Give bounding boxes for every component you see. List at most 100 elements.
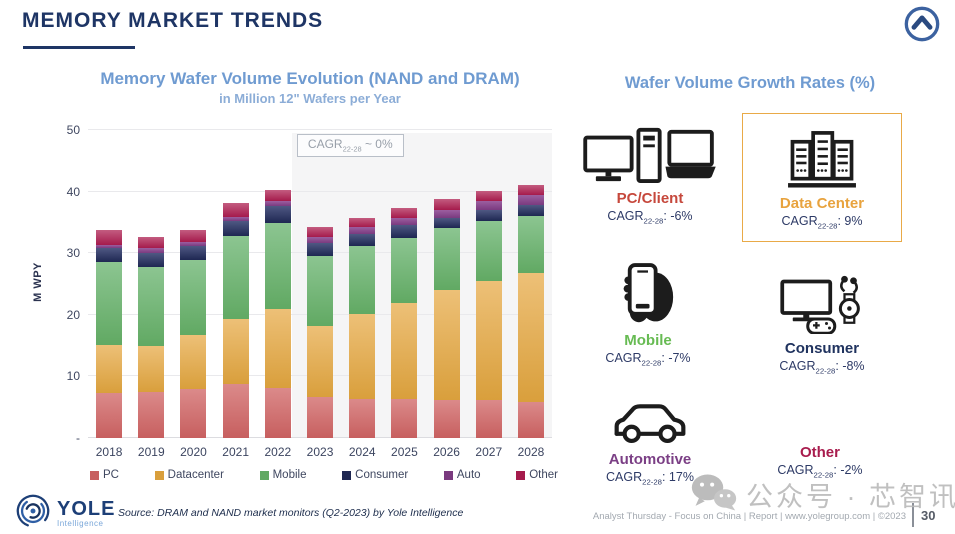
bar-segment-datacenter [517, 272, 544, 402]
legend-label: Datacenter [167, 469, 224, 481]
x-tick-label: 2020 [180, 445, 207, 459]
chart-subtitle: in Million 12" Wafers per Year [219, 91, 401, 106]
rate-item-automotive: Automotive CAGR22-28: 17% [580, 401, 720, 487]
legend-swatch [259, 470, 269, 480]
bar-segment-datacenter [307, 325, 334, 397]
rate-label: Data Center [779, 195, 865, 212]
bar-segment-other [222, 203, 249, 217]
yole-logo-subtitle: Intelligence [57, 519, 104, 528]
rate-item-data-center: Data Center CAGR22-28: 9% [742, 125, 902, 231]
yole-logo-name: YOLE [57, 498, 116, 520]
bar-segment-other [391, 207, 418, 219]
bar-segment-datacenter [391, 303, 418, 400]
bar-2022 [257, 130, 299, 438]
bar-segment-auto [96, 244, 123, 249]
bar-segment-datacenter [349, 314, 376, 400]
bar-segment-mobile [391, 237, 418, 304]
bar-segment-consumer [349, 233, 376, 246]
bar-segment-datacenter [180, 335, 207, 390]
y-tick-label: - [76, 431, 80, 445]
x-tick-label: 2019 [137, 445, 165, 459]
bar-2026 [426, 130, 468, 438]
rate-cagr: CAGR22-28: -7% [605, 351, 691, 368]
bar-segment-other [96, 230, 123, 245]
bar-segment-other [349, 217, 376, 228]
data-center-icon [742, 125, 902, 189]
legend-swatch [90, 470, 99, 480]
bar-segment-mobile [517, 215, 544, 273]
rate-label: Automotive [608, 451, 692, 468]
bar-2024 [341, 130, 383, 438]
legend-item-auto: Auto [443, 469, 481, 481]
consumer-devices-icon [738, 272, 906, 334]
bar-segment-auto [138, 248, 165, 253]
bar-segment-other [138, 236, 165, 249]
bar-segment-consumer [391, 224, 418, 238]
y-tick-label: 40 [66, 184, 80, 199]
bar-segment-mobile [222, 235, 249, 320]
yole-swirl-icon [14, 492, 52, 534]
bar-segment-pc [517, 401, 544, 438]
bar-segment-consumer [138, 252, 165, 267]
cagr-value: ~ 0% [361, 137, 393, 151]
bar-segment-mobile [138, 266, 165, 347]
plot-area: CAGR22-28 ~ 0% - 10 20 30 40 50 [67, 123, 552, 445]
chart-cagr-annotation: CAGR22-28 ~ 0% [296, 134, 404, 158]
footer-divider [912, 503, 914, 527]
bar-segment-other [517, 184, 544, 196]
y-tick-label: 10 [66, 369, 80, 384]
bar-segment-pc [391, 399, 418, 438]
legend-item-mobile: Mobile [259, 469, 307, 481]
x-axis-labels: 2018 2019 2020 2021 2022 2023 2024 2025 2026 2027… [88, 445, 552, 459]
legend-swatch [342, 470, 352, 480]
legend-item-datacenter: Datacenter [154, 469, 224, 481]
forecast-region [291, 133, 552, 438]
bar-segment-other [180, 229, 207, 243]
legend-label: Mobile [272, 469, 307, 481]
x-tick-label: 2021 [222, 445, 249, 459]
bar-2023 [299, 130, 341, 438]
bar-segment-datacenter [138, 346, 165, 392]
bar-segment-mobile [180, 260, 207, 336]
rate-cagr: CAGR22-28: 9% [781, 214, 863, 231]
bar-segment-consumer [222, 221, 249, 236]
bar-segment-mobile [475, 221, 502, 281]
rate-cagr: CAGR22-28: -6% [607, 209, 693, 226]
bar-segment-mobile [96, 261, 123, 345]
bar-segment-pc [475, 399, 502, 438]
bar-segment-pc [138, 391, 165, 438]
bar-2028 [510, 130, 552, 438]
y-axis-title: M WPY [32, 262, 44, 302]
bar-2025 [383, 130, 425, 438]
gridline-40 [88, 190, 552, 192]
cagr-subscript: 22-28 [342, 144, 362, 154]
mobile-phone-icon [573, 260, 723, 326]
bar-segment-auto [475, 200, 502, 211]
bar-segment-other [433, 199, 460, 210]
rate-label: Other [799, 444, 840, 461]
x-tick-label: 2027 [475, 445, 503, 459]
x-tick-label: 2024 [348, 445, 376, 459]
legend-label: PC [103, 469, 119, 481]
bar-segment-consumer [96, 248, 123, 262]
page-title: MEMORY MARKET TRENDS [22, 9, 324, 32]
bar-segment-pc [264, 387, 291, 438]
bar-segment-consumer [264, 205, 291, 224]
bar-segment-datacenter [433, 289, 460, 401]
bar-segment-auto [433, 209, 460, 218]
rate-cagr: CAGR22-28: -8% [779, 359, 865, 376]
bar-segment-auto [222, 216, 249, 222]
bar-segment-datacenter [264, 308, 291, 388]
legend-label: Other [529, 469, 558, 481]
rate-label: Consumer [784, 340, 860, 357]
title-underline [23, 46, 135, 49]
footer-meta: Analyst Thursday - Focus on China | Repo… [592, 511, 906, 522]
source-text: Source: DRAM and NAND market monitors (Q… [118, 507, 464, 519]
legend-label: Auto [456, 469, 481, 481]
pc-client-icon [570, 122, 730, 184]
x-tick-label: 2028 [517, 445, 545, 459]
legend-swatch [443, 470, 453, 480]
bar-segment-consumer [475, 210, 502, 222]
chart-legend: PC Datacenter Mobile Consumer Auto Other [90, 469, 558, 481]
